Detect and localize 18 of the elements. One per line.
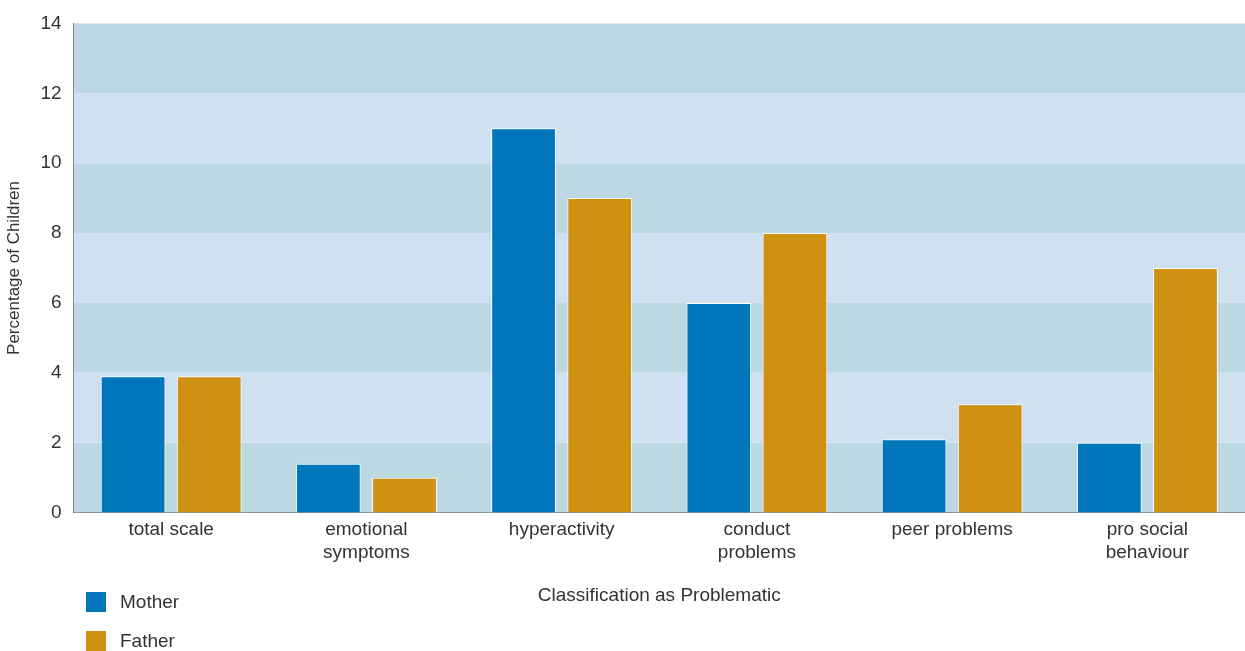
x-tick-label: emotional symptoms [323,518,410,563]
x-tick-label: hyperactivity [508,518,615,540]
x-tick-label: conduct problems [717,518,796,563]
x-tick-label: pro social behaviour [1105,518,1190,563]
y-tick-label: 0 [50,500,62,522]
legend-label: Father [120,630,175,651]
y-tick-label: 6 [50,291,62,313]
y-tick-label: 10 [40,151,62,173]
x-tick-label: total scale [128,518,214,540]
y-tick-label: 4 [50,361,62,383]
y-tick-label: 8 [50,221,62,243]
x-tick-label: peer problems [891,518,1013,540]
y-tick-label: 14 [40,11,62,33]
y-tick-label: 2 [50,430,62,452]
legend-label: Mother [120,591,180,613]
y-tick-label: 12 [40,81,62,103]
y-axis-title: Percentage of Children [3,181,23,355]
x-axis-title: Classification as Problematic [537,583,781,605]
